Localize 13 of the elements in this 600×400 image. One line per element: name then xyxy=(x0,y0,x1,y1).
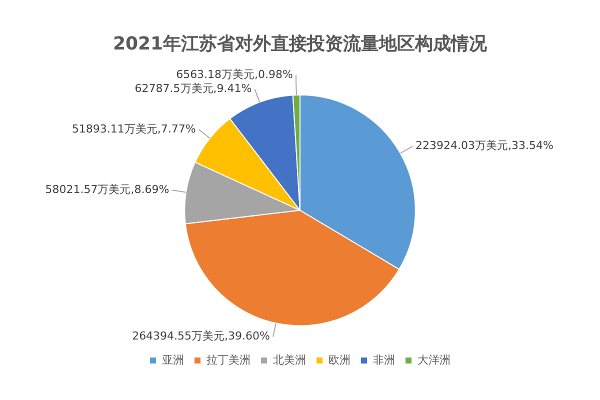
data-label: 62787.5万美元,9.41% xyxy=(134,82,252,95)
chart-title: 2021年江苏省对外直接投资流量地区构成情况 xyxy=(112,33,488,54)
data-label: 264394.55万美元,39.60% xyxy=(132,330,270,343)
data-label: 51893.11万美元,7.77% xyxy=(72,122,196,136)
data-label: 6563.18万美元,0.98% xyxy=(176,68,294,81)
legend-label: 亚洲 xyxy=(162,353,184,366)
data-label: 223924.03万美元,33.54% xyxy=(415,139,554,152)
legend-label: 北美洲 xyxy=(273,353,306,366)
legend-label: 大洋洲 xyxy=(418,353,450,366)
legend-label: 欧洲 xyxy=(328,353,350,366)
legend-label: 拉丁美洲 xyxy=(206,353,250,366)
legend-label: 非洲 xyxy=(373,353,395,366)
data-label: 58021.57万美元,8.69% xyxy=(45,182,170,196)
